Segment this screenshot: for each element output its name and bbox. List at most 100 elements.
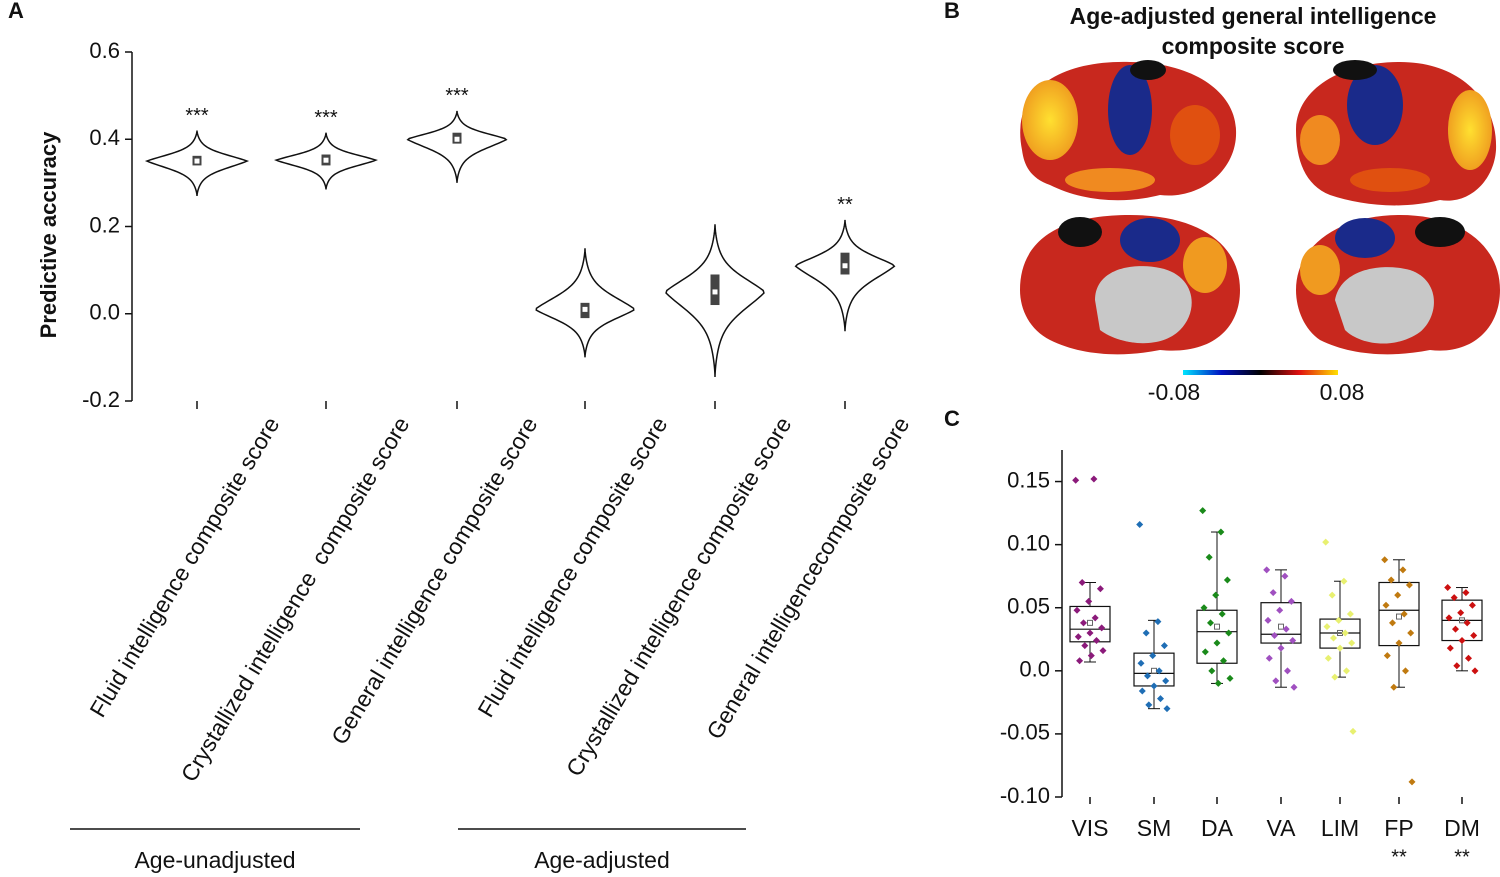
data-point xyxy=(1277,644,1285,652)
brain-images xyxy=(1020,60,1500,355)
data-point xyxy=(1091,614,1099,622)
y-tick-label: 0.10 xyxy=(1007,530,1050,555)
median-dot xyxy=(842,263,848,269)
median-dot xyxy=(194,158,200,164)
panel-label: B xyxy=(944,0,960,23)
data-point xyxy=(1155,667,1163,675)
mean-marker xyxy=(1459,617,1465,624)
data-point xyxy=(1446,644,1454,652)
x-tick-label: DA xyxy=(1201,815,1234,841)
median-dot xyxy=(712,289,718,295)
data-point xyxy=(1453,662,1461,670)
data-point xyxy=(1212,591,1220,599)
significance: *** xyxy=(314,107,338,129)
mean-marker xyxy=(1396,613,1402,620)
data-point xyxy=(1405,581,1413,589)
data-point xyxy=(1400,610,1408,618)
data-point xyxy=(1269,589,1277,597)
data-point xyxy=(1265,654,1273,662)
data-point xyxy=(1080,619,1087,627)
panel-label: A xyxy=(8,0,24,23)
data-point xyxy=(1200,604,1208,612)
data-point xyxy=(1381,556,1389,564)
data-point xyxy=(1076,657,1084,665)
data-point xyxy=(1471,667,1479,675)
data-point xyxy=(1322,538,1330,546)
data-point xyxy=(1390,683,1398,691)
data-point xyxy=(1348,639,1356,647)
data-point xyxy=(1290,683,1298,691)
x-tick-label: VA xyxy=(1267,815,1297,841)
violin xyxy=(665,224,765,378)
brain-left-lateral xyxy=(1020,60,1237,201)
violin xyxy=(535,248,635,358)
x-tick-label: Crystallized intelligence composite scor… xyxy=(176,412,415,786)
brain-right-lateral xyxy=(1296,60,1497,206)
data-point xyxy=(1263,566,1271,574)
data-point xyxy=(1468,601,1476,609)
data-point xyxy=(1136,520,1144,528)
significance: ** xyxy=(837,194,853,216)
data-point xyxy=(1218,610,1226,618)
data-point xyxy=(1343,667,1350,675)
data-point xyxy=(1220,657,1227,665)
data-point xyxy=(1096,585,1104,593)
data-point xyxy=(1087,652,1095,660)
median-dot xyxy=(454,136,460,142)
data-point xyxy=(1272,677,1280,685)
panel-label: C xyxy=(944,406,960,431)
data-point xyxy=(1073,606,1081,614)
x-tick-label: LIM xyxy=(1321,815,1359,841)
data-point xyxy=(1138,687,1146,695)
significance: *** xyxy=(445,85,469,107)
box xyxy=(1069,605,1111,643)
data-point xyxy=(1458,637,1466,645)
x-tick-label: DM xyxy=(1444,815,1480,841)
data-point xyxy=(1389,619,1396,627)
data-point xyxy=(1208,667,1216,675)
data-point xyxy=(1395,639,1403,647)
colorbar-max-label: 0.08 xyxy=(1320,379,1365,405)
data-point xyxy=(1394,591,1402,599)
data-point xyxy=(1154,618,1162,626)
data-point xyxy=(1287,597,1295,605)
mean-marker xyxy=(1278,623,1284,630)
data-point xyxy=(1323,623,1331,631)
group-label: Age-unadjusted xyxy=(134,847,295,873)
y-tick-label: 0.05 xyxy=(1007,594,1050,619)
data-point xyxy=(1207,619,1214,627)
data-point xyxy=(1145,701,1153,709)
median-dot xyxy=(582,306,588,312)
brain-right-medial xyxy=(1296,215,1500,355)
data-point xyxy=(1163,705,1171,713)
y-tick-label: -0.10 xyxy=(1000,783,1050,808)
data-point xyxy=(1462,589,1470,597)
data-point xyxy=(1328,591,1336,599)
data-point xyxy=(1160,642,1168,650)
y-tick-label: 0.0 xyxy=(1019,657,1050,682)
data-point xyxy=(1444,584,1452,592)
significance: *** xyxy=(185,105,209,127)
data-point xyxy=(1217,528,1225,536)
mean-marker xyxy=(1214,623,1220,630)
group-label: Age-adjusted xyxy=(534,847,670,873)
y-tick-label: 0.0 xyxy=(89,300,120,325)
data-point xyxy=(1093,637,1100,645)
data-point xyxy=(1225,629,1233,637)
data-point xyxy=(1276,606,1284,614)
data-point xyxy=(1457,609,1465,617)
y-tick-label: 0.6 xyxy=(89,38,120,63)
violin xyxy=(794,219,896,332)
data-point xyxy=(1382,601,1390,609)
data-point xyxy=(1383,652,1391,660)
data-point xyxy=(1199,507,1207,515)
panel-title: Age-adjusted general intelligence xyxy=(1070,3,1437,29)
brain-left-medial xyxy=(1020,215,1240,355)
violin xyxy=(274,132,378,190)
violin xyxy=(144,130,250,197)
data-point xyxy=(1349,727,1357,735)
data-point xyxy=(1078,578,1086,586)
data-point xyxy=(1149,652,1157,660)
data-point xyxy=(1162,677,1170,685)
